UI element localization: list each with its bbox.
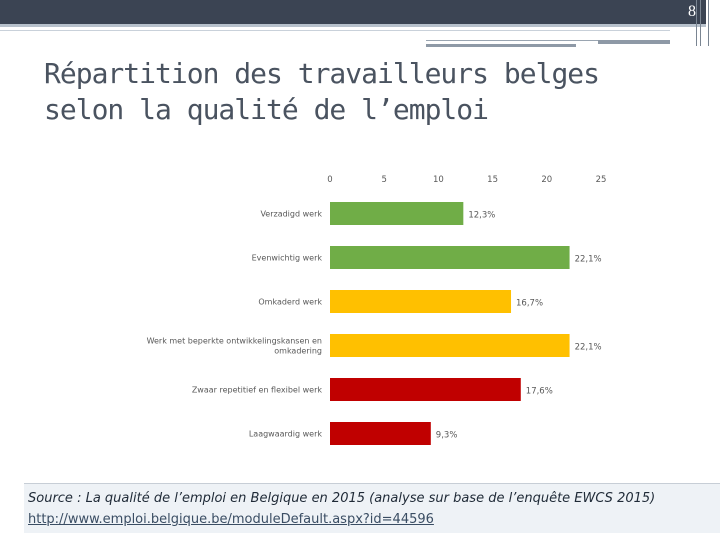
- data-label: 22,1%: [575, 343, 602, 353]
- top-bar-thin-rule: [0, 30, 670, 31]
- x-tick-label: 10: [433, 175, 444, 185]
- bar: [330, 202, 464, 225]
- category-label: Verzadigd werk: [260, 210, 322, 219]
- slide-title-line-2: selon la qualité de l’emploi: [44, 93, 489, 126]
- bar: [330, 290, 512, 313]
- data-label: 12,3%: [468, 211, 495, 221]
- category-label: Zwaar repetitief en flexibel werk: [192, 386, 323, 395]
- bar: [330, 378, 521, 401]
- top-bar-rule: [0, 24, 706, 27]
- category-label: omkadering: [274, 347, 322, 356]
- x-tick-label: 20: [541, 175, 552, 185]
- bar: [330, 422, 431, 445]
- category-label: Evenwichtig werk: [252, 254, 323, 263]
- source-text: Source : La qualité de l’emploi en Belgi…: [28, 491, 656, 506]
- data-label: 9,3%: [436, 431, 458, 441]
- x-tick-label: 25: [596, 175, 607, 185]
- data-label: 22,1%: [575, 255, 602, 265]
- x-tick-label: 15: [487, 175, 498, 185]
- data-label: 16,7%: [516, 299, 543, 309]
- decorative-vertical-line: [708, 0, 709, 46]
- decorative-vertical-line: [696, 0, 697, 46]
- source-link[interactable]: http://www.emploi.belgique.be/moduleDefa…: [28, 512, 434, 527]
- decorative-line: [426, 40, 670, 41]
- slide-number: 8: [688, 3, 696, 20]
- bar: [330, 246, 570, 269]
- category-label: Laagwaardig werk: [249, 430, 323, 439]
- x-tick-label: 5: [381, 175, 386, 185]
- category-label: Omkaderd werk: [258, 298, 322, 307]
- x-tick-label: 0: [327, 175, 332, 185]
- slide-title: Répartition des travailleurs belges selo…: [44, 56, 644, 128]
- slide-title-line-1: Répartition des travailleurs belges: [44, 57, 600, 90]
- bar: [330, 334, 570, 357]
- category-label: Werk met beperkte ontwikkelingskansen en: [147, 337, 322, 346]
- decorative-line: [598, 40, 670, 44]
- decorative-vertical-line: [700, 0, 701, 46]
- slide-top-bar: [0, 0, 706, 24]
- bar-chart: 0 5 10 15 20 25 Verzadigd werk 12,3% Evenwichtig…: [147, 175, 607, 445]
- source-note: Source : La qualité de l’emploi en Belgi…: [24, 483, 720, 533]
- decorative-line: [426, 44, 576, 47]
- data-label: 17,6%: [526, 387, 553, 397]
